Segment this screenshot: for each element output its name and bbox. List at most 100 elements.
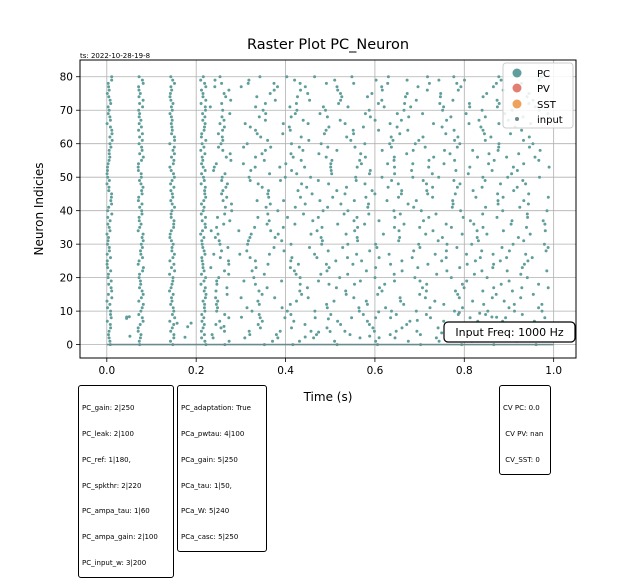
pc-spike [405, 323, 409, 326]
pc-spike [380, 98, 384, 102]
pc-spike [248, 333, 252, 337]
pc-spike [445, 242, 449, 246]
pc-spike [424, 232, 428, 236]
pc-spike [505, 155, 509, 159]
pc-spike [298, 289, 302, 293]
pc-spike [141, 232, 145, 236]
pc-spike [220, 175, 224, 179]
pc-spike [140, 138, 144, 142]
y-tick-label: 80 [60, 72, 73, 84]
pc-spike [138, 225, 142, 229]
pc-spike [360, 259, 364, 263]
pc-spike [351, 128, 355, 132]
pc-spike [200, 336, 204, 340]
pc-spike [358, 158, 362, 162]
pc-spike [329, 169, 333, 172]
pc-spike [137, 162, 140, 166]
pc-spike [108, 125, 112, 129]
pc-spike [397, 239, 401, 243]
pc-spike [510, 172, 514, 176]
pc-spike [300, 182, 304, 186]
pc-spike [424, 289, 428, 293]
pc-spike [172, 309, 176, 313]
pc-spike [137, 339, 141, 343]
pc-spike [520, 266, 524, 270]
pc-spike [239, 85, 243, 89]
pc-spike [170, 296, 173, 300]
pc-spike [288, 266, 292, 270]
pc-spike [485, 232, 489, 236]
pc-spike [418, 333, 422, 337]
pc-spike [505, 256, 509, 260]
pc-spike [245, 249, 249, 253]
pc-spike [546, 195, 550, 199]
pc-spike [262, 272, 266, 276]
pc-spike [393, 165, 396, 169]
pc-spike [380, 175, 384, 179]
pc-spike [299, 158, 303, 162]
legend-label-sst: SST [537, 100, 557, 111]
adaptation-param-line: PCa_pwtau: 4|100 [181, 429, 245, 438]
chart-title: Raster Plot PC_Neuron [247, 37, 409, 53]
pc-spike [452, 179, 456, 182]
pc-spike [434, 212, 438, 216]
cv-stat-line: CV_SST: 0 [503, 455, 540, 464]
pc-spike [246, 239, 250, 243]
pc-spike [201, 158, 205, 162]
pc-spike [520, 313, 524, 316]
pc-spike [109, 326, 113, 330]
x-tick-label: 0.8 [456, 365, 473, 377]
pc-spike [418, 279, 422, 283]
pc-spike [468, 316, 472, 320]
pc-params-box: PC_gain: 2|250 PC_leak: 2|100 PC_ref: 1|… [78, 385, 174, 578]
pc-spike [349, 138, 353, 142]
pc-spike [303, 165, 307, 169]
pc-spike [313, 75, 317, 79]
pc-spike [500, 246, 504, 249]
pc-spike [204, 215, 207, 219]
pc-spike [394, 313, 398, 316]
pc-spike [105, 259, 109, 263]
pc-spike [228, 112, 232, 116]
pc-spike [107, 108, 111, 112]
pc-spike [169, 339, 172, 343]
pc-spike [141, 185, 145, 189]
pc-param-line: PC_leak: 2|100 [82, 429, 134, 438]
pc-spike [227, 88, 231, 92]
pc-spike [301, 148, 305, 152]
pc-spike [200, 172, 204, 176]
pc-spike [509, 132, 512, 136]
pc-spike [381, 232, 385, 236]
pc-spike [338, 118, 342, 122]
pc-spike [515, 185, 519, 189]
pc-spike [324, 128, 328, 132]
pc-spike [268, 172, 272, 176]
pc-spike [483, 138, 487, 142]
pc-spike [457, 296, 461, 300]
pc-spike [405, 92, 409, 95]
pc-spike [282, 199, 286, 203]
pc-spike [352, 132, 356, 136]
pc-param-line: PC_input_w: 3|200 [82, 558, 147, 567]
pc-spike [317, 279, 320, 283]
pc-spike [544, 249, 548, 253]
pc-spike [481, 289, 485, 293]
pc-spike [357, 306, 361, 310]
pc-spike [216, 215, 219, 219]
pc-spike [540, 309, 544, 313]
pc-spike [269, 229, 273, 233]
pc-spike [334, 259, 338, 263]
pc-spike [168, 272, 172, 276]
pc-spike [350, 316, 354, 320]
pc-spike [332, 299, 336, 303]
pc-spike [513, 309, 516, 313]
pc-spike [291, 155, 295, 159]
pc-spike [426, 192, 430, 196]
pc-spike [322, 132, 326, 136]
pc-spike [169, 189, 173, 193]
adaptation-param-line: PCa_gain: 5|250 [181, 455, 238, 464]
x-axis-ticks: 0.0 0.2 0.4 0.6 0.8 1.0 [98, 358, 562, 377]
pc-spike [107, 179, 111, 182]
pc-spike [140, 289, 144, 293]
pc-spike [365, 319, 369, 323]
